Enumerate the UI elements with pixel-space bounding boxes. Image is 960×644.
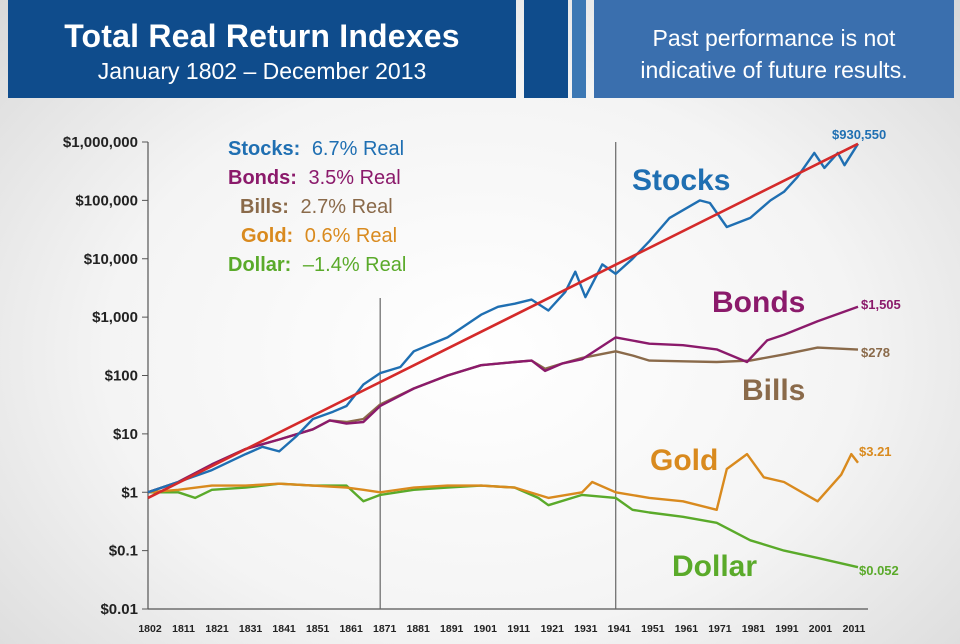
series-line-bills [147, 346, 859, 494]
legend-bonds: Bonds: 3.5% Real [228, 167, 401, 189]
legend-bills-name: Bills: [240, 196, 289, 218]
legend-bonds-value: 3.5% Real [308, 167, 400, 189]
end-label-stocks: $930,550 [832, 127, 886, 142]
x-tick-label: 1841 [272, 623, 296, 635]
x-tick-label: 2001 [809, 623, 833, 635]
y-tick-label: $10,000 [84, 251, 138, 268]
y-tick-label: $0.01 [100, 601, 138, 618]
x-tick-label: 1802 [138, 623, 162, 635]
legend-bills-value: 2.7% Real [300, 196, 392, 218]
label-dollar: Dollar [672, 550, 757, 583]
y-tick-label: $1 [121, 484, 138, 501]
y-tick-label: $1,000 [92, 309, 138, 326]
disclaimer-banner: Past performance is not indicative of fu… [594, 0, 954, 98]
x-tick-label: 2011 [843, 623, 866, 635]
x-tick-label: 1811 [172, 623, 195, 635]
legend-gold-name: Gold: [241, 225, 293, 247]
x-tick-label: 1951 [641, 623, 665, 635]
end-label-gold: $3.21 [859, 444, 892, 459]
legend-stocks: Stocks: 6.7% Real [228, 138, 404, 160]
series-line-gold [147, 452, 859, 511]
y-tick-label: $10 [113, 426, 138, 443]
disclaimer-line-2: indicative of future results. [640, 57, 908, 83]
x-tick-label: 1881 [407, 623, 431, 635]
x-tick-label: 1991 [775, 623, 799, 635]
x-tick-label: 1911 [507, 623, 530, 635]
x-tick-label: 1871 [373, 623, 397, 635]
end-label-bonds: $1,505 [861, 297, 901, 312]
legend-bills: Bills: 2.7% Real [240, 196, 393, 218]
series-labels: Stocks Bonds Bills Gold Dollar [632, 164, 805, 583]
legend: Stocks: 6.7% Real Bonds: 3.5% Real Bills… [228, 138, 406, 276]
legend-stocks-value: 6.7% Real [312, 138, 404, 160]
label-gold: Gold [650, 444, 718, 477]
x-tick-label: 1901 [474, 623, 498, 635]
x-tick-label: 1971 [708, 623, 732, 635]
disclaimer-line-1: Past performance is not [652, 25, 896, 51]
x-tick-label: 1941 [608, 623, 632, 635]
x-tick-label: 1981 [742, 623, 766, 635]
label-bills: Bills [742, 374, 805, 407]
y-tick-label: $0.1 [109, 543, 138, 560]
x-tick-label: 1891 [440, 623, 464, 635]
x-tick-label: 1921 [541, 623, 565, 635]
end-value-labels: $930,550 $1,505 $278 $3.21 $0.052 [832, 127, 901, 578]
series-line-bonds [147, 305, 859, 494]
y-tick-label: $100 [105, 368, 138, 385]
x-tick-label: 1821 [205, 623, 229, 635]
legend-gold-value: 0.6% Real [305, 225, 397, 247]
label-bonds: Bonds [712, 286, 805, 319]
x-tick-label: 1931 [574, 623, 598, 635]
x-tick-label: 1861 [339, 623, 363, 635]
stocks-trend-line [147, 142, 859, 500]
x-tick-label: 1851 [306, 623, 330, 635]
legend-stocks-name: Stocks: [228, 138, 300, 160]
end-label-bills: $278 [861, 345, 890, 360]
header-stripe [524, 0, 568, 98]
label-stocks: Stocks [632, 164, 730, 197]
x-tick-label: 1831 [239, 623, 263, 635]
y-tick-label: $100,000 [75, 192, 138, 209]
chart-title: Total Real Return Indexes [64, 18, 460, 54]
end-label-dollar: $0.052 [859, 563, 899, 578]
series-line-stocks [147, 143, 860, 494]
legend-dollar: Dollar: –1.4% Real [228, 254, 406, 276]
legend-dollar-value: –1.4% Real [303, 254, 406, 276]
legend-gold: Gold: 0.6% Real [241, 225, 397, 247]
legend-bonds-name: Bonds: [228, 167, 297, 189]
y-tick-label: $1,000,000 [63, 134, 138, 151]
legend-dollar-name: Dollar: [228, 254, 291, 276]
disclaimer-text: Past performance is not indicative of fu… [594, 22, 954, 86]
title-banner: Total Real Return Indexes January 1802 –… [8, 0, 516, 98]
chart-subtitle: January 1802 – December 2013 [97, 58, 427, 84]
header-stripe-light [572, 0, 586, 98]
x-tick-label: 1961 [675, 623, 699, 635]
